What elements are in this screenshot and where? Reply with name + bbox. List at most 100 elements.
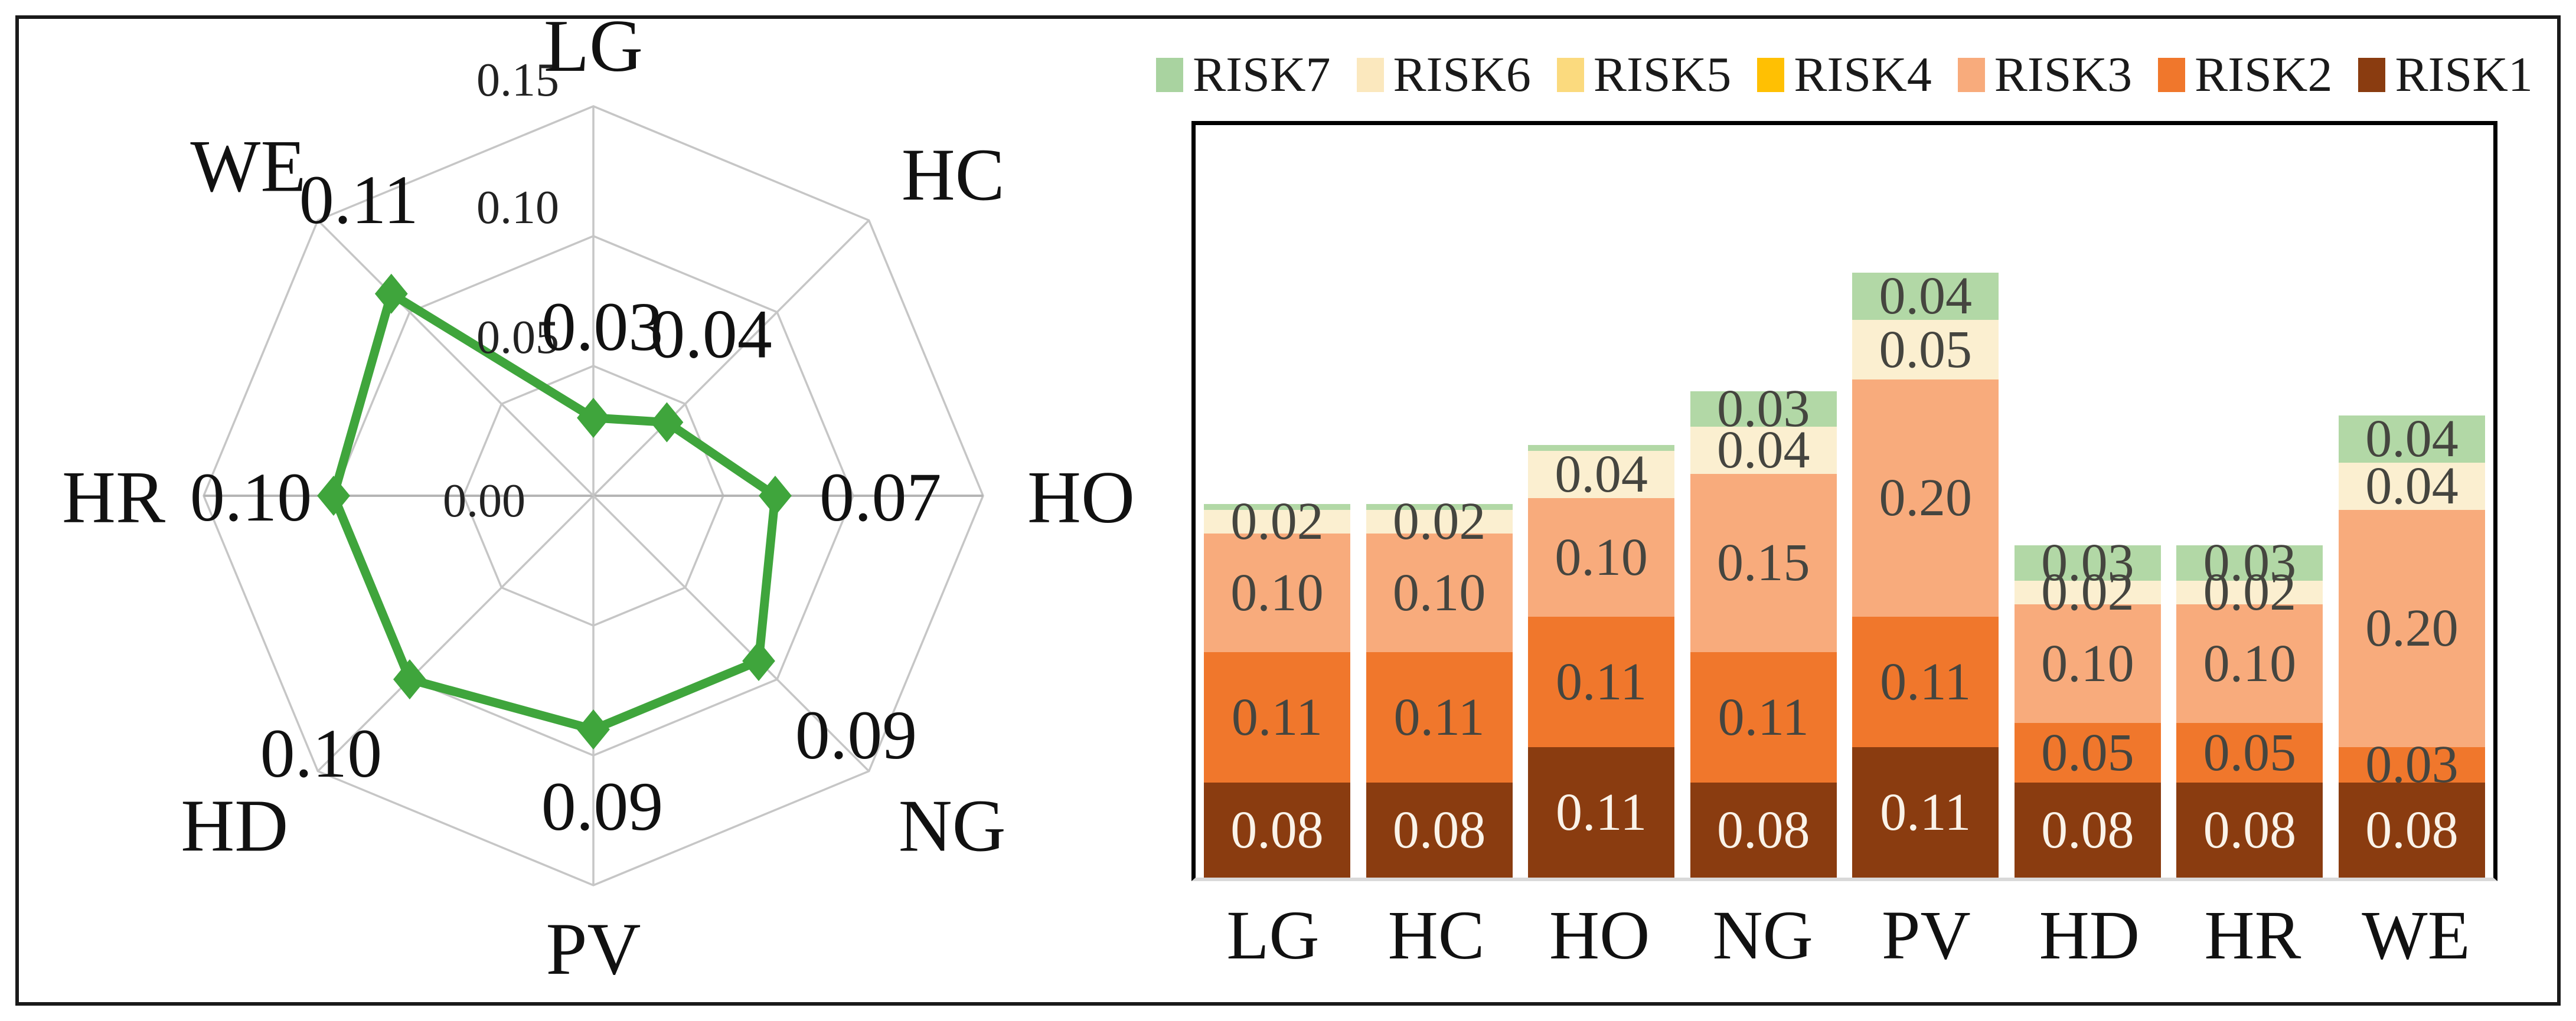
bar-segment-risk1: 0.08 [2338, 783, 2485, 878]
bar-segment-risk3: 0.20 [2338, 510, 2485, 747]
bar-segment-risk7: 0.04 [1852, 270, 1999, 323]
bar-segment-risk6: 0.05 [1852, 320, 1999, 379]
bar-segment-value-label: 0.11 [1718, 688, 1809, 747]
bar-segment-value-label: 0.20 [1879, 469, 1973, 527]
category-axis-label-we: WE [2362, 896, 2470, 974]
legend-item-risk1: RISK1 [2358, 47, 2533, 102]
category-axis-label-ng: NG [1712, 896, 1813, 974]
bar-segment-risk2: 0.05 [2014, 723, 2161, 783]
radar-chart: 0.00 0.05 0.10 0.15 0.030.04 0.07 0.09 0.09 0.10… [62, 12, 1135, 990]
bar-segment-value-label: 0.08 [2203, 800, 2297, 859]
legend-label: RISK3 [1994, 47, 2133, 102]
bar-segment-value-label: 0.03 [1716, 379, 1810, 438]
bar-chart-plot-area: 0.08 0.11 0.10 0.02 0.08 0.11 0.10 0.02 0.11 0.11… [1191, 121, 2497, 881]
bar-segment-risk6: 0.04 [1528, 448, 1675, 501]
radar-point-value-label: 0.09 [795, 696, 918, 774]
legend-swatch-icon [1156, 58, 1184, 92]
bar-segment-value-label: 0.02 [1230, 492, 1324, 551]
legend-item-risk5: RISK5 [1556, 47, 1732, 102]
legend-label: RISK5 [1593, 47, 1732, 102]
bar-segment-risk2: 0.11 [1204, 652, 1350, 783]
radar-point-value-label: 0.03 [541, 288, 664, 365]
bar-segment-value-label: 0.11 [1880, 652, 1971, 711]
bar-segment-value-label: 0.03 [2365, 735, 2459, 794]
radar-data-point-marker [759, 476, 792, 516]
bar-segment-risk2: 0.11 [1528, 617, 1675, 747]
bar-segment-value-label: 0.08 [2365, 800, 2459, 859]
bar-segment-value-label: 0.03 [2203, 534, 2297, 592]
radar-axis-name-label: WE [190, 125, 306, 207]
bar-segment-risk1: 0.08 [2176, 783, 2323, 878]
legend-swatch-icon [2358, 58, 2386, 92]
bar-segment-value-label: 0.04 [1716, 421, 1810, 479]
stacked-bar-ho: 0.11 0.11 0.10 0.04 [1528, 445, 1675, 878]
bar-segment-value-label: 0.10 [1392, 563, 1486, 622]
bar-segment-risk3: 0.20 [1852, 379, 1999, 617]
radar-point-value-label: 0.07 [820, 459, 942, 536]
radar-ring-tick-label: 0.00 [443, 475, 525, 527]
radar-axis-spoke [592, 220, 870, 497]
bar-segment-risk6: 0.02 [1366, 495, 1513, 548]
bar-segment-risk2: 0.05 [2176, 723, 2323, 783]
radar-ring-tick-label: 0.05 [476, 312, 559, 364]
bar-segment-risk7 [1528, 445, 1675, 451]
bar-segment-risk6: 0.02 [1204, 495, 1350, 548]
bar-segment-risk3: 0.10 [1528, 498, 1675, 617]
legend-label: RISK6 [1393, 47, 1531, 102]
legend-item-risk3: RISK3 [1957, 47, 2133, 102]
category-axis-label-pv: PV [1881, 896, 1971, 974]
stacked-bar-lg: 0.08 0.11 0.10 0.02 [1204, 495, 1350, 878]
bar-segment-value-label: 0.11 [1880, 783, 1971, 842]
radar-axis-name-label: HC [902, 134, 1005, 216]
radar-data-point-marker [577, 709, 610, 750]
stacked-bar-hc: 0.08 0.11 0.10 0.02 [1366, 495, 1513, 878]
bar-segment-value-label: 0.05 [2203, 723, 2297, 782]
bar-segment-value-label: 0.08 [1392, 800, 1486, 859]
bars-area: 0.08 0.11 0.10 0.02 0.08 0.11 0.10 0.02 0.11 0.11… [1204, 125, 2485, 878]
radar-axis-spoke [317, 495, 595, 772]
bar-segment-value-label: 0.10 [2041, 634, 2134, 693]
bar-segment-risk3: 0.10 [2014, 604, 2161, 723]
radar-data-point-marker [317, 476, 350, 516]
bar-segment-risk2: 0.11 [1852, 617, 1999, 747]
bar-segment-value-label: 0.05 [1879, 320, 1973, 379]
bar-segment-risk3: 0.10 [2176, 604, 2323, 723]
bar-segment-value-label: 0.08 [2041, 800, 2134, 859]
bar-segment-risk1: 0.08 [1690, 783, 1837, 878]
bar-segment-risk6: 0.02 [2014, 566, 2161, 619]
bar-segment-risk1: 0.08 [2014, 783, 2161, 878]
bar-segment-value-label: 0.02 [1392, 492, 1486, 551]
radar-point-value-label: 0.11 [299, 161, 419, 238]
stacked-bar-hr: 0.08 0.05 0.10 0.02 0.03 [2176, 536, 2323, 878]
bar-segment-value-label: 0.15 [1716, 534, 1810, 592]
bar-segment-risk2: 0.11 [1690, 652, 1837, 783]
legend-item-risk6: RISK6 [1356, 47, 1531, 102]
bar-segment-risk6: 0.04 [1690, 421, 1837, 479]
bar-segment-value-label: 0.20 [2365, 599, 2459, 657]
radar-ring-tick-label: 0.10 [476, 182, 559, 234]
legend-item-risk4: RISK4 [1757, 50, 1932, 100]
stacked-bar-pv: 0.11 0.11 0.20 0.05 0.04 [1852, 270, 1999, 878]
bar-segment-risk7: 0.04 [2338, 413, 2485, 466]
radar-data-point-marker [577, 398, 610, 438]
legend-label: RISK1 [2395, 47, 2533, 102]
bar-chart-category-axis: LG HC HO NG PV HD HR WE [1191, 897, 2497, 974]
bar-segment-risk3: 0.10 [1204, 534, 1350, 652]
bar-segment-risk7: 0.03 [2014, 536, 2161, 590]
bar-segment-value-label: 0.02 [2203, 563, 2297, 621]
legend-swatch-icon [2158, 58, 2186, 92]
radar-axis-name-label: HR [62, 457, 165, 539]
bar-segment-value-label: 0.11 [1556, 783, 1647, 842]
radar-point-value-label: 0.09 [541, 768, 664, 845]
radar-point-value-label: 0.10 [190, 459, 312, 536]
category-axis-label-ho: HO [1549, 896, 1650, 974]
legend-label: RISK2 [2195, 47, 2333, 102]
bar-segment-risk1: 0.11 [1852, 747, 1999, 878]
radar-data-point-marker [374, 273, 408, 314]
bar-segment-risk2: 0.11 [1366, 652, 1513, 783]
legend-swatch-icon [1356, 58, 1384, 92]
bar-segment-value-label: 0.02 [2041, 563, 2134, 621]
bar-segment-risk3: 0.15 [1690, 474, 1837, 652]
bar-segment-risk7 [1366, 504, 1513, 510]
